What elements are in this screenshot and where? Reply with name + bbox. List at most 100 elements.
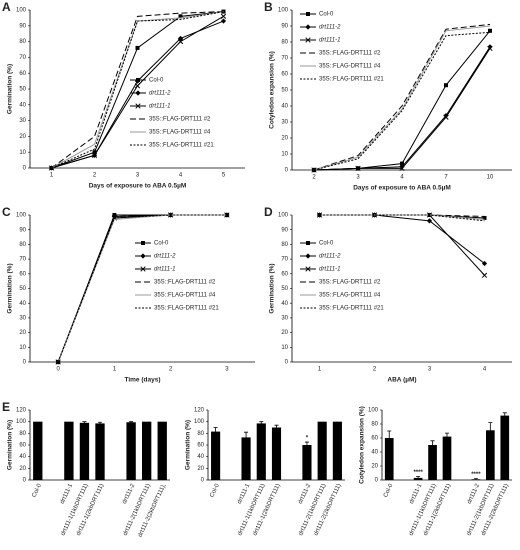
error-bar: [304, 441, 309, 448]
x-tick-label: 2: [373, 367, 377, 373]
y-tick-label: 30: [19, 315, 26, 321]
y-axis-title: Germination (%): [185, 420, 192, 470]
legend-label: 35S::FLAG-DRT111 #2: [149, 117, 211, 123]
legend-label: 35S::FLAG-DRT111 #4: [149, 130, 211, 136]
bar: [211, 431, 221, 480]
legend-label: 35S::FLAG-DRT111 #4: [154, 293, 216, 299]
y-tick-label: 20: [281, 330, 288, 336]
legend-label: Col-0: [154, 241, 169, 247]
error-bar: [387, 430, 392, 445]
y-axis-title: Cotyledon expansion (%): [359, 406, 366, 484]
x-tick-label: 3: [428, 367, 432, 373]
marker: [91, 152, 98, 159]
bar: [500, 415, 510, 480]
y-tick-label: 80: [197, 431, 204, 437]
legend-label: 35S::FLAG-DRT111 #4: [319, 293, 381, 299]
y-tick-label: 80: [371, 422, 378, 428]
bar: [486, 430, 495, 480]
error-bar: [430, 440, 435, 450]
y-tick-label: 10: [281, 152, 288, 158]
y-axis-title: Cotyledon expansion (%): [269, 51, 276, 129]
legend-marker: [306, 241, 310, 245]
legend-label: 35S::FLAG-DRT111 #21: [154, 306, 219, 312]
x-tick-label: Col-0: [383, 482, 395, 498]
marker: [178, 14, 183, 19]
y-tick-label: 70: [19, 257, 26, 263]
x-tick-label: 10: [487, 175, 494, 181]
y-tick-label: 10: [19, 345, 26, 351]
legend-label: drt111-1: [149, 104, 170, 110]
marker: [399, 165, 405, 172]
marker: [92, 150, 97, 155]
y-tick-label: 90: [19, 227, 26, 233]
x-tick-label: drt111-2: [122, 482, 137, 505]
x-tick-label: 7: [444, 175, 448, 181]
series-line: [313, 25, 491, 171]
error-bar: [82, 421, 87, 424]
legend-label: Col-0: [319, 12, 334, 18]
legend-marker: [140, 266, 146, 272]
bar: [332, 421, 342, 480]
y-tick-label: 0: [201, 478, 205, 484]
bar: [33, 421, 43, 480]
legend-label: drt111-1: [319, 38, 340, 44]
legend-marker: [305, 37, 311, 43]
legend-label: 35S::FLAG-DRT111 #21: [149, 143, 214, 149]
y-tick-label: 30: [19, 118, 26, 124]
x-tick-label: 2: [312, 175, 316, 181]
error-bar: [445, 432, 449, 441]
legend-label: 35S::FLAG-DRT111 #2: [154, 280, 216, 286]
marker: [481, 260, 488, 267]
x-tick-label: 3: [225, 367, 229, 373]
legend-label: drt111-2: [154, 254, 176, 260]
y-tick-label: 120: [194, 408, 205, 414]
y-tick-label: 100: [16, 213, 27, 219]
y-tick-label: 0: [285, 360, 289, 366]
y-axis-title: Germination (%): [269, 263, 276, 313]
x-tick-label: drt111-2: [298, 482, 313, 505]
legend-marker: [305, 266, 311, 272]
y-tick-label: 90: [281, 24, 288, 30]
y-tick-label: 50: [281, 88, 288, 94]
y-tick-label: 0: [23, 478, 27, 484]
legend-label: Col-0: [319, 241, 334, 247]
series-line: [57, 214, 227, 363]
y-axis-title: Germination (%): [7, 64, 14, 114]
marker: [481, 272, 488, 278]
y-tick-label: 100: [368, 408, 379, 414]
panel-label: B: [264, 0, 273, 14]
y-tick-label: 80: [19, 242, 26, 248]
y-tick-label: 60: [281, 72, 288, 78]
annotation: ****: [471, 472, 481, 478]
legend-label: 35S::FLAG-DRT111 #2: [319, 51, 381, 57]
x-tick-label: 1: [50, 173, 54, 179]
legend-marker: [306, 12, 310, 16]
marker: [220, 13, 227, 19]
y-tick-label: 80: [281, 242, 288, 248]
y-tick-label: 60: [19, 443, 26, 449]
y-tick-label: 50: [19, 87, 26, 93]
bar: [271, 427, 282, 480]
bar: [79, 422, 90, 480]
y-tick-label: 60: [197, 443, 204, 449]
marker: [134, 78, 141, 84]
x-tick-label: 5: [222, 173, 226, 179]
legend-label: Col-0: [149, 78, 164, 84]
y-tick-label: 40: [281, 104, 288, 110]
y-tick-label: 10: [19, 150, 26, 156]
series-line: [313, 23, 491, 171]
y-tick-label: 80: [19, 431, 26, 437]
series-line: [319, 214, 485, 222]
bar: [428, 445, 437, 480]
annotation: *: [306, 436, 309, 442]
marker: [443, 114, 449, 120]
x-tick-label: 2: [93, 173, 97, 179]
x-tick-label: drt111-2(2kbDRT111): [481, 483, 510, 537]
series-line: [319, 214, 485, 264]
annotation: ****: [413, 470, 423, 476]
y-tick-label: 20: [281, 136, 288, 142]
x-axis-title: Days of exposure to ABA 0.5µM: [353, 185, 451, 192]
x-tick-label: 3: [356, 175, 360, 181]
error-bar: [98, 421, 102, 425]
bar: [256, 423, 266, 480]
